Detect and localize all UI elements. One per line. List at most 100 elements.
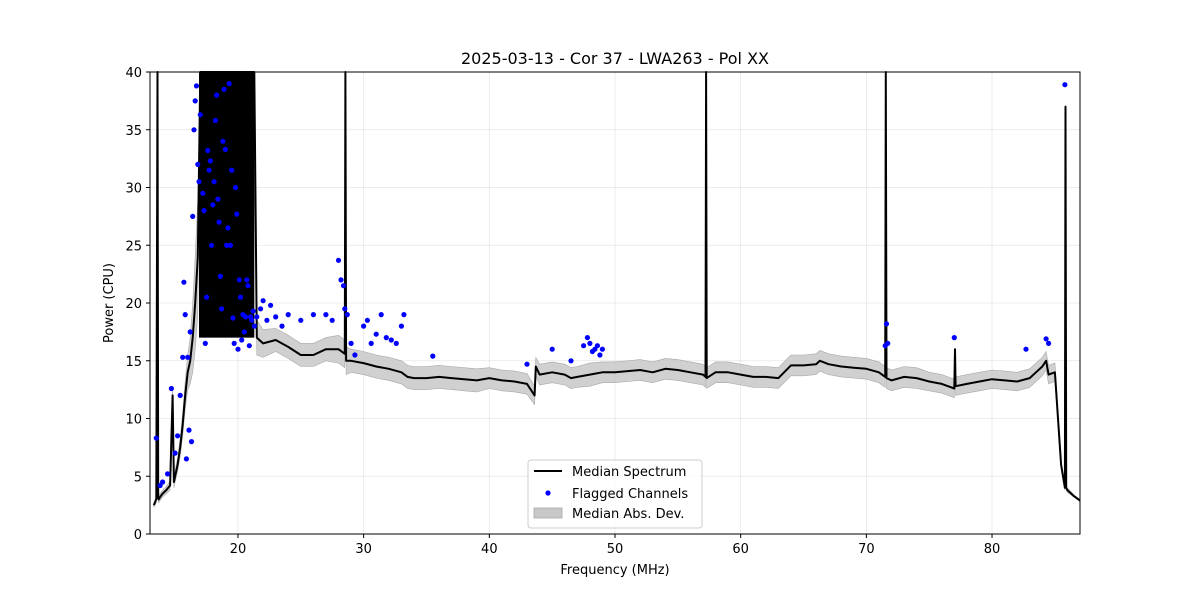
- flagged-point: [568, 358, 574, 364]
- flagged-point: [217, 273, 223, 279]
- flagged-point: [205, 147, 211, 154]
- y-tick-label: 25: [125, 239, 142, 254]
- flagged-point: [264, 317, 270, 323]
- flagged-point: [599, 346, 606, 352]
- flagged-point: [212, 117, 218, 124]
- flagged-point: [168, 385, 174, 392]
- flagged-point: [244, 277, 250, 283]
- flagged-point: [222, 146, 228, 152]
- flagged-point: [183, 456, 189, 462]
- x-tick-label: 30: [355, 542, 372, 557]
- flagged-point: [153, 435, 159, 441]
- flagged-point: [180, 354, 186, 360]
- flagged-point: [195, 161, 201, 167]
- legend-label-median: Median Spectrum: [572, 465, 686, 480]
- flagged-point: [226, 81, 232, 87]
- y-tick-label: 30: [125, 182, 142, 197]
- x-axis-ticks: 20 30 40 50 60 70 80: [230, 534, 1001, 557]
- flagged-point: [225, 225, 231, 231]
- flagged-point: [211, 179, 217, 185]
- y-tick-label: 15: [125, 355, 142, 370]
- flagged-point: [338, 277, 344, 283]
- flagged-point: [368, 340, 374, 346]
- flagged-point: [227, 242, 233, 248]
- x-tick-label: 80: [984, 542, 1001, 557]
- flagged-point: [207, 158, 213, 164]
- flagged-point: [234, 211, 240, 217]
- flagged-point: [260, 298, 266, 304]
- chart-title: 2025-03-13 - Cor 37 - LWA263 - Pol XX: [461, 49, 769, 68]
- flagged-point: [241, 329, 247, 335]
- flagged-point: [401, 312, 407, 318]
- y-tick-label: 0: [134, 528, 142, 543]
- flagged-point: [237, 294, 244, 300]
- flagged-point: [209, 242, 215, 248]
- flagged-point: [242, 314, 249, 320]
- x-tick-label: 40: [481, 542, 498, 557]
- flagged-point: [323, 312, 329, 318]
- flagged-point: [549, 346, 555, 352]
- flagged-point: [378, 312, 384, 318]
- flagged-point: [204, 294, 210, 300]
- flagged-point: [182, 312, 188, 318]
- flagged-point: [268, 302, 274, 308]
- flagged-point: [191, 127, 197, 133]
- flagged-point: [249, 317, 255, 323]
- y-tick-label: 10: [125, 413, 142, 428]
- flagged-point: [883, 321, 890, 327]
- flagged-point: [232, 184, 239, 191]
- flagged-point: [524, 361, 530, 367]
- flagged-point: [245, 283, 251, 289]
- y-tick-label: 5: [134, 470, 142, 485]
- flagged-point: [1043, 336, 1049, 342]
- flagged-point: [185, 354, 191, 360]
- legend: Median Spectrum Flagged Channels Median …: [527, 459, 703, 529]
- flagged-point: [383, 335, 389, 341]
- legend-band-swatch: [533, 507, 563, 519]
- flagged-point: [187, 329, 193, 335]
- flagged-point: [587, 340, 593, 346]
- flagged-point: [236, 277, 242, 283]
- flagged-point: [235, 346, 241, 352]
- flagged-point: [221, 86, 227, 92]
- flagged-point: [344, 312, 350, 318]
- flagged-point: [215, 196, 221, 202]
- legend-label-flagged: Flagged Channels: [572, 487, 688, 502]
- flagged-point: [250, 308, 256, 314]
- flagged-point: [594, 343, 601, 349]
- flagged-point: [1062, 82, 1068, 88]
- flagged-point: [398, 323, 404, 329]
- flagged-point: [188, 439, 195, 445]
- flagged-point: [273, 314, 279, 320]
- x-tick-label: 70: [858, 542, 875, 557]
- flagged-point: [214, 92, 220, 98]
- flagged-channels-series: [153, 81, 1068, 489]
- flagged-point: [388, 337, 394, 343]
- flagged-point: [329, 317, 335, 323]
- flagged-point: [335, 257, 342, 263]
- flagged-point: [430, 353, 436, 359]
- x-tick-label: 50: [607, 542, 624, 557]
- flagged-point: [251, 323, 257, 329]
- flagged-point: [210, 202, 216, 208]
- x-tick-label: 60: [732, 542, 749, 557]
- flagged-point: [348, 340, 354, 346]
- flagged-point: [239, 337, 245, 343]
- flagged-point: [197, 112, 203, 118]
- x-axis-label: Frequency (MHz): [560, 563, 669, 578]
- flagged-point: [885, 340, 891, 346]
- flagged-point: [246, 343, 252, 349]
- flagged-point: [196, 179, 202, 185]
- y-tick-label: 20: [125, 297, 142, 312]
- flagged-point: [352, 352, 358, 358]
- flagged-point: [206, 167, 212, 173]
- flagged-point: [219, 306, 225, 312]
- flagged-point: [220, 138, 226, 144]
- flagged-point: [364, 317, 370, 323]
- flagged-point: [373, 331, 379, 337]
- flagged-point: [165, 471, 171, 477]
- legend-box: [527, 459, 703, 529]
- y-tick-label: 35: [125, 124, 142, 139]
- flagged-point: [342, 306, 348, 312]
- flagged-point: [597, 352, 603, 358]
